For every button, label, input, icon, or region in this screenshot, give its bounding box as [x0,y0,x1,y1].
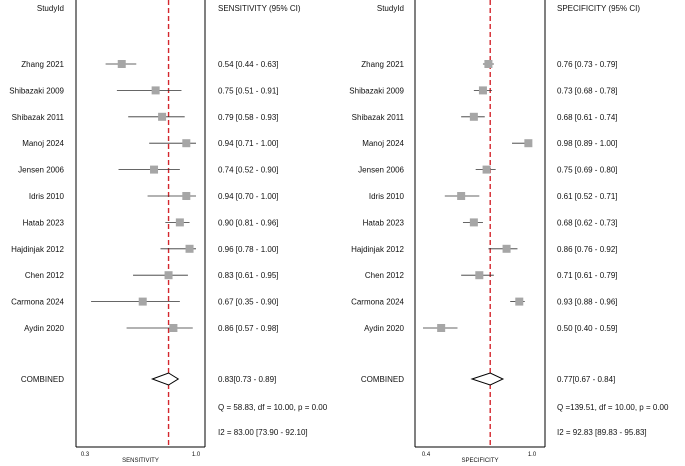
sens-ci-text: 0.86 [0.57 - 0.98] [218,324,279,333]
spec-combined-diamond [470,372,505,386]
sens-study-label: Carmona 2024 [11,298,64,307]
spec-point-marker [524,139,533,148]
spec-x-axis-label: SPECIFICITY [461,458,498,464]
sens-header-study: StudyId [37,4,64,13]
spec-ci-text: 0.71 [0.61 - 0.79] [557,271,618,280]
spec-header-estimate: SPECIFICITY (95% CI) [557,4,640,13]
spec-study-label: Hatab 2023 [363,218,405,227]
sens-study-label: Aydin 2020 [24,324,64,333]
spec-study-label: Manoj 2024 [362,139,404,148]
sens-study-label: Jensen 2006 [18,166,64,175]
sens-ci-text: 0.79 [0.58 - 0.93] [218,113,279,122]
sens-ci-text: 0.75 [0.51 - 0.91] [218,86,279,95]
sens-ci-text: 0.90 [0.81 - 0.96] [218,218,279,227]
sens-i2-statistic: I2 = 83.00 [73.90 - 92.10] [218,428,308,437]
sens-study-label: Hatab 2023 [23,218,65,227]
sens-ci-text: 0.94 [0.70 - 1.00] [218,192,279,201]
spec-combined-label: COMBINED [361,375,404,384]
spec-study-label: Shibazaki 2009 [349,86,404,95]
sens-point-marker [117,60,126,68]
sens-combined-ci-text: 0.83[0.73 - 0.89] [218,375,276,384]
spec-point-marker [484,60,493,68]
spec-study-label: Shibazak 2011 [352,113,405,122]
sens-study-label: Chen 2012 [25,271,65,280]
spec-ci-text: 0.98 [0.89 - 1.00] [557,139,618,148]
sens-ci-text: 0.96 [0.78 - 1.00] [218,245,279,254]
sens-combined-diamond [150,372,180,386]
sens-study-label: Idris 2010 [29,192,65,201]
spec-study-label: Carmona 2024 [351,298,404,307]
spec-point-marker [515,297,524,306]
spec-study-label: Zhang 2021 [361,60,404,69]
sens-x-tick-label: 0.3 [81,452,90,458]
sens-point-marker [169,324,178,332]
sens-point-marker [158,112,167,121]
spec-i2-statistic: I2 = 92.83 [89.83 - 95.83] [557,428,647,437]
sens-header-estimate: SENSITIVITY (95% CI) [218,4,301,13]
spec-ci-text: 0.68 [0.61 - 0.74] [557,113,618,122]
spec-ci-text: 0.50 [0.40 - 0.59] [557,324,618,333]
spec-point-marker [482,165,491,174]
spec-point-marker [457,192,466,200]
sens-point-marker [175,218,184,227]
sens-x-tick-label: 1.0 [192,452,201,458]
sens-point-marker [164,271,173,280]
spec-x-tick-label: 0.4 [422,452,431,458]
spec-study-label: Hajdinjak 2012 [351,245,404,254]
spec-ci-text: 0.93 [0.88 - 0.96] [557,298,618,307]
sens-study-label: Shibazaki 2009 [9,86,64,95]
spec-header-study: StudyId [377,4,404,13]
sens-x-axis-label: SENSITIVITY [122,458,159,464]
spec-x-tick-label: 1.0 [528,452,537,458]
spec-point-marker [478,86,487,95]
sens-point-marker [151,86,160,95]
spec-combined-ci-text: 0.77[0.67 - 0.84] [557,375,615,384]
spec-ci-text: 0.61 [0.52 - 0.71] [557,192,618,201]
sens-point-marker [138,297,147,306]
sens-ci-text: 0.74 [0.52 - 0.90] [218,166,279,175]
spec-ci-text: 0.75 [0.69 - 0.80] [557,166,618,175]
sens-study-label: Zhang 2021 [21,60,64,69]
spec-point-marker [502,244,511,253]
sens-ci-text: 0.54 [0.44 - 0.63] [218,60,279,69]
spec-ci-text: 0.76 [0.73 - 0.79] [557,60,618,69]
spec-study-label: Aydin 2020 [364,324,404,333]
sens-study-label: Hajdinjak 2012 [11,245,64,254]
sens-point-marker [182,192,191,200]
spec-point-marker [469,218,478,227]
spec-ci-text: 0.73 [0.68 - 0.78] [557,86,618,95]
spec-point-marker [469,112,478,121]
spec-ci-text: 0.68 [0.62 - 0.73] [557,218,618,227]
sens-point-marker [182,139,191,148]
sens-ci-text: 0.94 [0.71 - 1.00] [218,139,279,148]
sens-study-label: Manoj 2024 [22,139,64,148]
spec-study-label: Chen 2012 [365,271,405,280]
sens-ci-text: 0.83 [0.61 - 0.95] [218,271,279,280]
sens-q-statistic: Q = 58.83, df = 10.00, p = 0.00 [218,403,328,412]
spec-ci-text: 0.86 [0.76 - 0.92] [557,245,618,254]
spec-point-marker [437,324,446,332]
spec-point-marker [475,271,484,280]
sens-study-label: Shibazak 2011 [12,113,65,122]
sens-combined-label: COMBINED [21,375,64,384]
spec-study-label: Idris 2010 [369,192,405,201]
sens-point-marker [185,244,194,253]
sens-ci-text: 0.67 [0.35 - 0.90] [218,298,279,307]
spec-study-label: Jensen 2006 [358,166,404,175]
spec-q-statistic: Q =139.51, df = 10.00, p = 0.00 [557,403,669,412]
sens-point-marker [150,165,159,174]
